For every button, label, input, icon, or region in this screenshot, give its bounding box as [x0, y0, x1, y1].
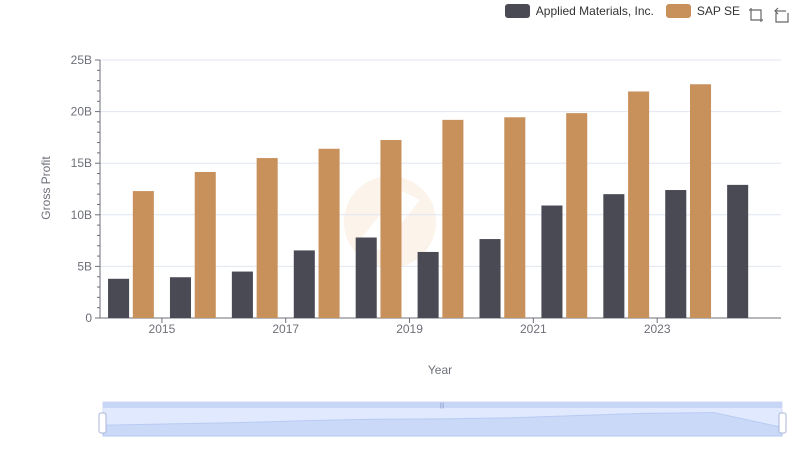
x-tick-label: 2017: [272, 322, 299, 336]
y-tick-label: 5B: [77, 259, 92, 273]
legend-swatch-applied-materials: [504, 4, 530, 18]
legend-label-applied-materials: Applied Materials, Inc.: [535, 4, 654, 18]
y-tick-label: 20B: [71, 105, 92, 119]
x-tick-label: 2019: [396, 322, 423, 336]
bar-applied-materials-2022[interactable]: [603, 194, 625, 318]
bar-sap-2014[interactable]: [132, 191, 154, 318]
bar-applied-materials-2019[interactable]: [417, 251, 439, 318]
chart-toolbox: [748, 7, 790, 23]
y-tick-label: 10B: [71, 208, 92, 222]
bars: [108, 84, 749, 318]
bar-applied-materials-2014[interactable]: [108, 278, 130, 318]
legend-item-applied-materials[interactable]: Applied Materials, Inc.: [504, 4, 654, 18]
zoom-icon[interactable]: [748, 7, 764, 23]
bar-sap-2020[interactable]: [504, 117, 526, 318]
chart-legend: Applied Materials, Inc. SAP SE: [504, 4, 740, 18]
y-tick-label: 15B: [71, 156, 92, 170]
legend-item-sap[interactable]: SAP SE: [665, 4, 740, 18]
x-tick-label: 2021: [520, 322, 547, 336]
legend-label-sap: SAP SE: [696, 4, 740, 18]
bar-sap-2019[interactable]: [442, 119, 464, 318]
y-tick-label: 0: [85, 311, 92, 325]
bar-sap-2021[interactable]: [566, 113, 588, 318]
data-zoom-handle-left[interactable]: [98, 412, 107, 434]
data-zoom-slider[interactable]: |||: [98, 401, 787, 437]
bar-sap-2023[interactable]: [689, 84, 712, 318]
bar-sap-2022[interactable]: [628, 91, 650, 318]
bar-sap-2015[interactable]: [194, 171, 216, 318]
y-axis: 0 5B 10B 15B 20B 25B: [71, 53, 101, 325]
bar-applied-materials-2018[interactable]: [355, 237, 377, 318]
bar-applied-materials-2015[interactable]: [169, 277, 192, 318]
bar-applied-materials-2023[interactable]: [665, 190, 687, 318]
y-tick-label: 25B: [71, 53, 92, 67]
x-tick-label: 2023: [644, 322, 671, 336]
data-zoom-preview-line: [102, 412, 783, 437]
data-zoom-handle-right[interactable]: [778, 412, 787, 434]
bar-applied-materials-2016[interactable]: [231, 271, 253, 318]
bar-sap-2016[interactable]: [256, 158, 278, 318]
bar-applied-materials-2021[interactable]: [541, 205, 563, 318]
y-axis-title: Gross Profit: [39, 156, 53, 220]
bar-sap-2017[interactable]: [318, 148, 340, 318]
x-axis: 2015 2017 2019 2021 2023: [100, 317, 781, 336]
x-tick-label: 2015: [149, 322, 176, 336]
bar-applied-materials-2024[interactable]: [727, 184, 749, 318]
bar-applied-materials-2017[interactable]: [293, 250, 315, 318]
restore-icon[interactable]: [774, 7, 790, 23]
data-zoom-grip[interactable]: |||: [440, 403, 445, 409]
legend-swatch-sap: [665, 4, 691, 18]
bar-applied-materials-2020[interactable]: [479, 239, 501, 318]
x-axis-title: Year: [428, 363, 452, 377]
data-zoom-top-bar[interactable]: [103, 402, 782, 408]
bar-sap-2018[interactable]: [380, 139, 402, 318]
